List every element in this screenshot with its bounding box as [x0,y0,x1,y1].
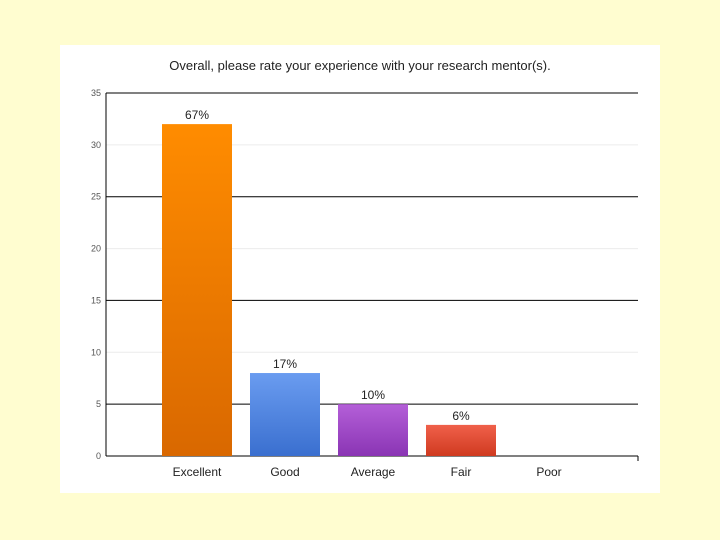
x-tick-label: Excellent [173,465,222,479]
y-tick-label: 5 [96,399,101,409]
x-tick-label: Fair [451,465,472,479]
y-tick-label: 35 [91,88,101,98]
y-tick-label: 15 [91,295,101,305]
bar-fair [426,424,496,456]
bar-average [338,404,408,456]
data-label: 17% [273,357,297,371]
y-tick-label: 10 [91,347,101,357]
y-tick-label: 0 [96,451,101,461]
bar-excellent [162,124,232,456]
data-label: 67% [185,108,209,122]
bar-good [250,373,320,456]
x-tick-label: Poor [536,465,561,479]
bar-chart: 0 5 10 15 20 25 30 35 67% Excellent 17% Good 10% Aver… [91,88,639,479]
chart-panel: Overall, please rate your experience wit… [60,45,660,493]
x-tick-label: Good [270,465,299,479]
y-tick-label: 30 [91,140,101,150]
chart-title: Overall, please rate your experience wit… [169,58,551,73]
data-label: 10% [361,388,385,402]
y-tick-label: 25 [91,192,101,202]
data-label: 6% [452,409,470,423]
x-tick-label: Average [351,465,396,479]
y-tick-label: 20 [91,244,101,254]
